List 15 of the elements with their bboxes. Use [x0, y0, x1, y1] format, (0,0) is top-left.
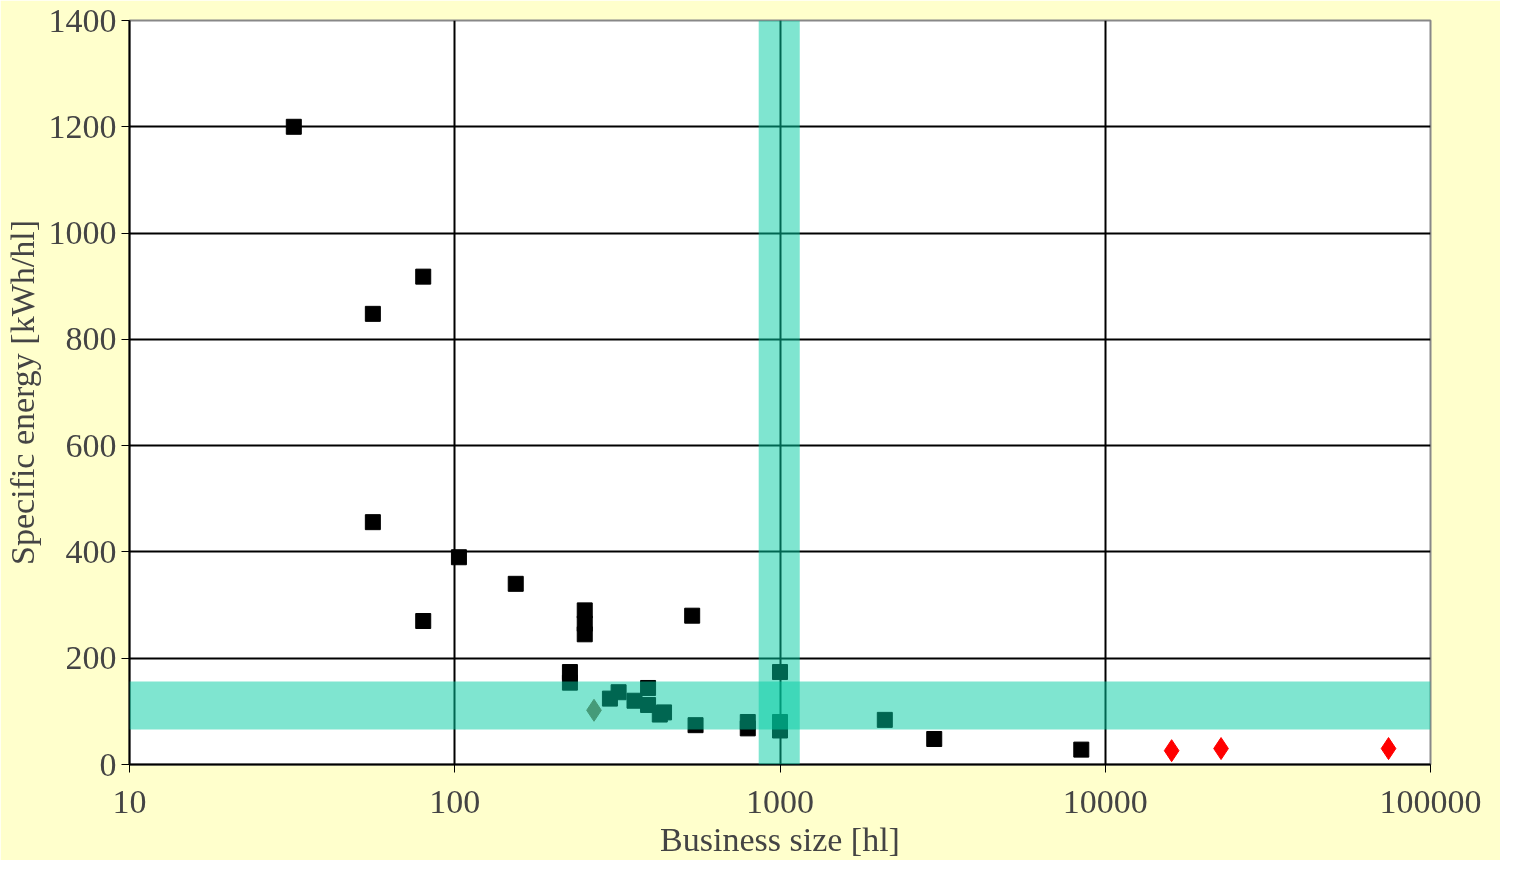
x-tick-label: 100000 — [1379, 782, 1482, 820]
x-tick-label: 100 — [429, 782, 481, 820]
x-axis-title: Business size [hl] — [660, 820, 900, 858]
y-axis-title: Specific energy [kWh/hl] — [3, 220, 41, 565]
y-tick-label: 1000 — [48, 214, 117, 252]
y-tick-label: 200 — [65, 639, 117, 677]
x-tick-label: 10000 — [1062, 782, 1148, 820]
x-tick-label: 10 — [112, 782, 147, 820]
y-tick-label: 0 — [99, 745, 117, 783]
y-tick-label: 1400 — [48, 1, 117, 39]
y-tick-label: 800 — [65, 320, 117, 358]
y-tick-label: 600 — [65, 426, 117, 464]
x-tick-label: 1000 — [746, 782, 814, 820]
y-tick-label: 1200 — [48, 107, 117, 145]
y-tick-label: 400 — [65, 532, 117, 570]
